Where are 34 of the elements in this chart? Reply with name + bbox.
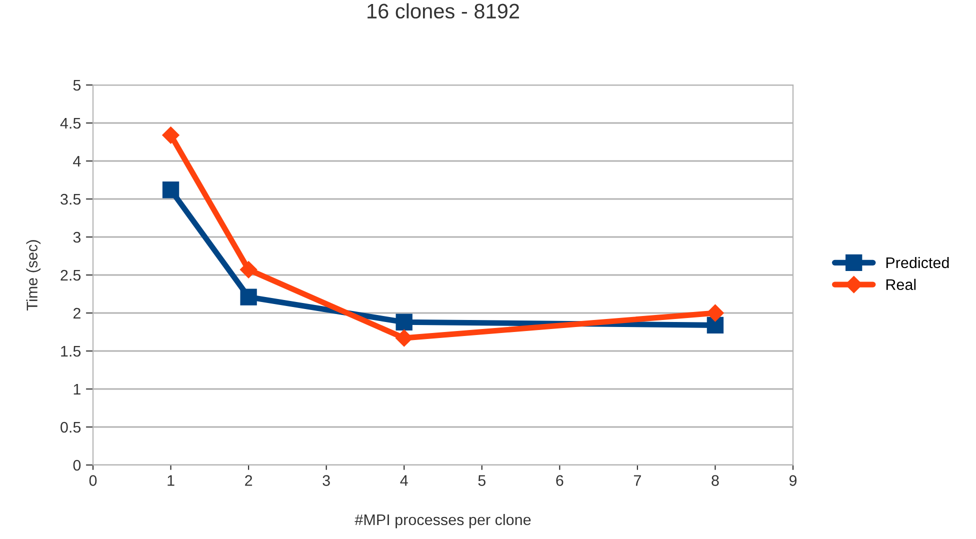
y-tick-label: 0 [73,460,81,471]
x-tick-label: 7 [634,475,641,486]
point [240,288,257,306]
x-tick-label: 9 [789,475,797,486]
point [396,314,412,330]
legend-label: Real [886,278,916,290]
y-tick-label: 3.5 [60,194,81,205]
legend-label: Predicted [886,256,949,268]
y-tick-label: 3 [73,232,81,243]
x-axis-title: #MPI processes per clone [354,514,531,528]
y-tick-label: 4 [73,156,81,167]
y-tick-label: 5 [73,80,81,91]
x-tick-label: 8 [712,475,719,486]
x-tick-label: 3 [322,475,330,486]
point [396,330,413,347]
y-tick-label: 1 [74,384,80,395]
point [162,182,180,198]
x-tick-label: 5 [478,475,486,486]
y-tick-label: 1.5 [61,346,81,357]
point [162,126,180,144]
y-axis-title: Time (sec) [26,240,41,310]
y-tick-label: 2 [73,308,80,319]
y-tick-label: 4.5 [60,118,81,129]
point [706,304,724,322]
chart-title: 16 clones - 8192 [368,3,519,19]
y-tick-label: 2.5 [60,270,81,281]
point [706,316,724,334]
x-tick-label: 1 [168,475,174,486]
y-tick-label: 0.5 [60,422,81,433]
x-tick-label: 0 [89,475,97,486]
point [240,261,258,278]
x-tick-label: 6 [556,475,564,486]
x-tick-label: 2 [245,475,252,486]
x-tick-label: 4 [400,475,408,486]
